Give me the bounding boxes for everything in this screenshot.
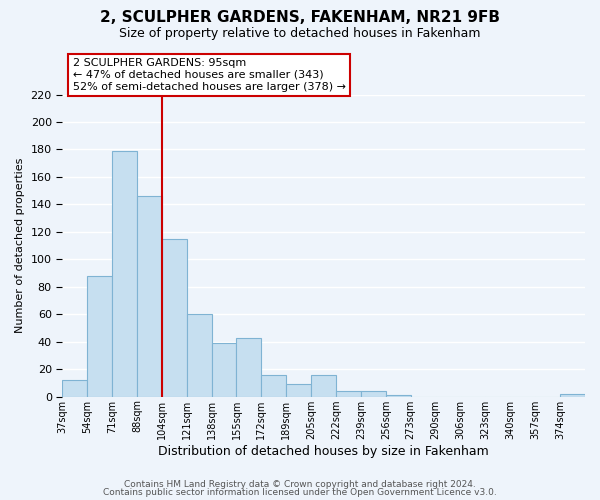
X-axis label: Distribution of detached houses by size in Fakenham: Distribution of detached houses by size … [158, 444, 489, 458]
Bar [286, 384, 311, 396]
Bar [311, 374, 336, 396]
Bar [336, 391, 361, 396]
Bar [236, 338, 262, 396]
Text: Contains public sector information licensed under the Open Government Licence v3: Contains public sector information licen… [103, 488, 497, 497]
Text: Size of property relative to detached houses in Fakenham: Size of property relative to detached ho… [119, 28, 481, 40]
Bar [212, 343, 236, 396]
Text: 2, SCULPHER GARDENS, FAKENHAM, NR21 9FB: 2, SCULPHER GARDENS, FAKENHAM, NR21 9FB [100, 10, 500, 25]
Bar [361, 391, 386, 396]
Bar [87, 276, 112, 396]
Bar [162, 238, 187, 396]
Bar [187, 314, 212, 396]
Y-axis label: Number of detached properties: Number of detached properties [15, 158, 25, 334]
Text: 2 SCULPHER GARDENS: 95sqm
← 47% of detached houses are smaller (343)
52% of semi: 2 SCULPHER GARDENS: 95sqm ← 47% of detac… [73, 58, 346, 92]
Bar [62, 380, 87, 396]
Bar [262, 374, 286, 396]
Bar [137, 196, 162, 396]
Text: Contains HM Land Registry data © Crown copyright and database right 2024.: Contains HM Land Registry data © Crown c… [124, 480, 476, 489]
Bar [560, 394, 585, 396]
Bar [112, 151, 137, 396]
